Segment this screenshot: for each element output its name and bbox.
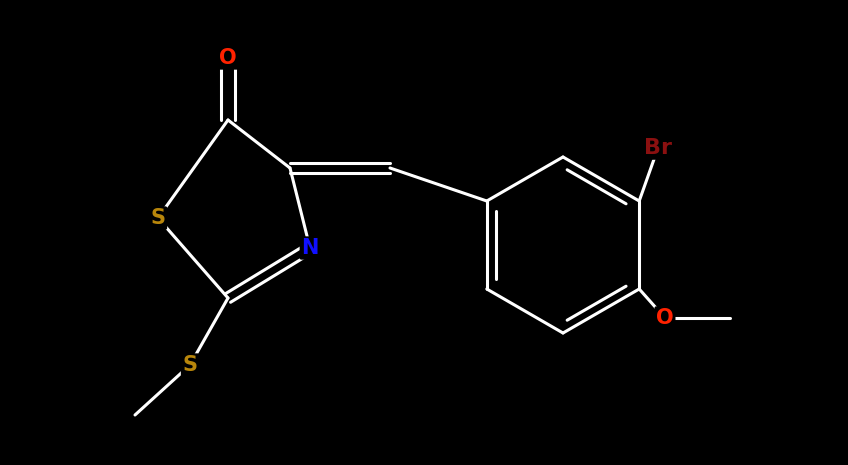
- Text: O: O: [219, 48, 237, 68]
- Text: N: N: [301, 238, 319, 258]
- Text: O: O: [656, 308, 674, 328]
- Text: S: S: [182, 355, 198, 375]
- Text: Br: Br: [644, 138, 672, 158]
- Text: S: S: [150, 208, 165, 228]
